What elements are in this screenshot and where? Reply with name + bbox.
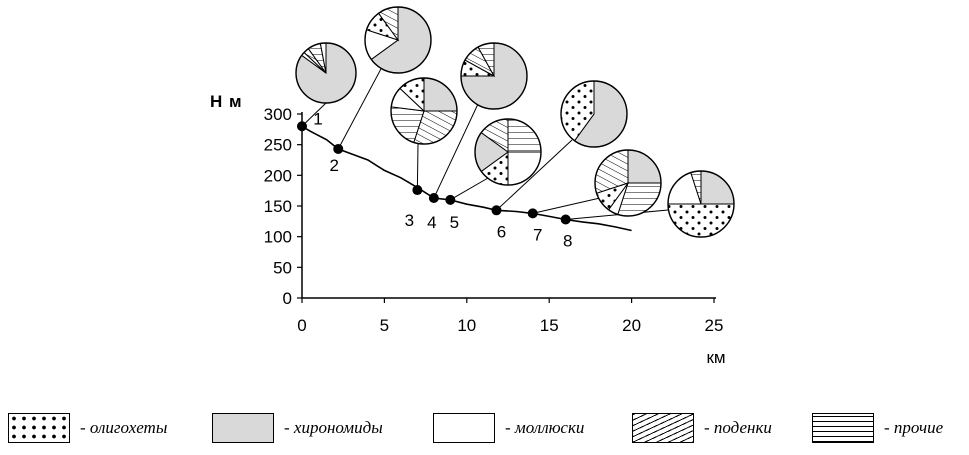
station-marker-2 [333,143,344,154]
station-label-6: 6 [497,222,506,241]
x-tick-label: 15 [540,316,559,335]
pie-outline [295,42,357,104]
pie-outline [474,118,542,186]
station-marker-7 [527,208,538,219]
legend-label-mollusks: - моллюски [505,418,585,437]
station-label-2: 2 [330,156,339,175]
leader-line-6 [496,139,573,211]
leader-line-7 [532,197,601,214]
legend-label-oligochaetes: - олигохеты [80,418,168,437]
pie-station-1 [295,42,357,104]
legend-item-mayflies: - поденки [632,410,772,446]
leader-line-2 [337,66,383,150]
pie-slice-oligochaetes [667,203,735,238]
x-tick-label: 0 [297,316,306,335]
leader-line-3 [416,143,419,191]
y-tick-label: 0 [283,289,292,308]
pie-charts [295,6,735,238]
pie-outline [594,149,662,217]
legend-item-chironomids: - хирономиды [212,410,383,446]
pie-station-3 [390,77,458,145]
legend-swatch-mollusks [433,413,495,443]
pie-station-4 [460,42,528,110]
legend-label-chironomids: - хирономиды [284,418,383,437]
x-tick-label: 20 [622,316,641,335]
legend-item-mollusks: - моллюски [433,410,584,446]
pie-outline [364,6,432,74]
station-label-8: 8 [563,231,572,250]
y-tick-label: 250 [264,136,292,155]
station-marker-5 [445,194,456,205]
station-label-4: 4 [427,213,436,232]
legend-label-other: - прочие [884,418,944,437]
y-tick-label: 50 [273,258,292,277]
station-label-7: 7 [533,225,542,244]
pie-station-6 [560,80,628,148]
leader-line-4 [433,103,479,199]
leader-lines [303,66,669,220]
legend-swatch-oligochaetes [8,413,70,443]
station-label-1: 1 [313,109,322,128]
legend-swatch-chironomids [212,413,274,443]
x-axis-label: км [706,348,725,367]
pie-station-2 [364,6,432,74]
pie-outline [390,77,458,145]
pie-outline [460,42,528,110]
legend-swatch-mayflies [632,413,694,443]
legend-item-oligochaetes: - олигохеты [8,410,167,446]
y-tick-label: 150 [264,197,292,216]
station-marker-6 [491,205,502,216]
river-profile [301,125,632,232]
legend: - олигохеты - хирономиды - моллюски - по… [0,410,969,450]
pie-outline [667,170,735,238]
y-axis-label: Н м [210,92,243,111]
pie-station-5 [474,118,542,186]
leader-line-1 [303,102,327,125]
y-tick-label: 200 [264,166,292,185]
station-marker-4 [428,193,439,204]
pie-station-8 [667,170,735,238]
pie-station-7 [594,149,662,217]
legend-label-mayflies: - поденки [704,418,772,437]
stations: 1 2 3 4 5 6 7 8 [297,109,572,250]
y-tick-label: 300 [264,105,292,124]
station-marker-8 [560,214,571,225]
x-tick-label: 10 [457,316,476,335]
station-marker-1 [297,121,307,132]
x-tick-label: 25 [705,316,724,335]
legend-item-other: - прочие [812,410,943,446]
station-marker-3 [412,185,423,196]
x-tick-label: 5 [380,316,389,335]
leader-line-5 [450,177,489,201]
pie-outline [560,80,628,148]
profile-line [301,125,632,232]
y-tick-label: 100 [264,228,292,247]
legend-swatch-other [812,413,874,443]
station-label-5: 5 [450,213,459,232]
station-label-3: 3 [405,211,414,230]
